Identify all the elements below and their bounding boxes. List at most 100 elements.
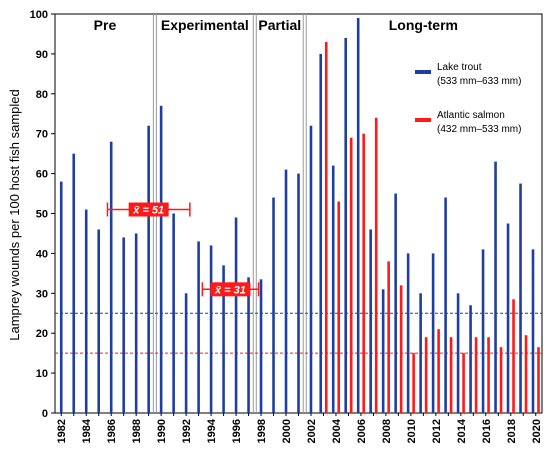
mean-label-box xyxy=(128,202,169,217)
x-tick-label: 2004 xyxy=(331,418,343,443)
bar-lake-trout xyxy=(506,223,510,413)
x-tick-label: 2010 xyxy=(406,419,418,443)
bar-lake-trout xyxy=(122,237,125,413)
y-tick-label: 10 xyxy=(36,368,48,380)
bar-lake-trout xyxy=(369,229,372,413)
bar-lake-trout xyxy=(419,293,422,413)
x-tick-label: 2000 xyxy=(281,419,293,443)
x-tick-label: 2008 xyxy=(381,419,393,443)
bar-atlantic-salmon xyxy=(512,299,515,413)
y-tick-label: 0 xyxy=(42,408,48,420)
y-tick-label: 60 xyxy=(36,169,48,181)
x-tick-label: 2014 xyxy=(456,418,468,443)
mean-label-box xyxy=(210,282,251,297)
bar-lake-trout xyxy=(319,53,323,414)
y-tick-label: 20 xyxy=(36,328,48,340)
bar-atlantic-salmon xyxy=(412,353,415,413)
bar-lake-trout xyxy=(109,141,113,413)
bar-atlantic-salmon xyxy=(349,137,353,413)
bar-lake-trout xyxy=(222,265,225,413)
y-tick-label: 70 xyxy=(36,129,48,141)
mean-label: x̄ = 31 xyxy=(214,284,246,296)
bar-lake-trout xyxy=(184,293,188,413)
bar-atlantic-salmon xyxy=(337,201,341,413)
x-tick-label: 2016 xyxy=(481,419,493,443)
x-tick-label: 2018 xyxy=(506,419,518,443)
bar-lake-trout xyxy=(159,105,163,414)
bar-atlantic-salmon xyxy=(362,133,365,413)
bar-lake-trout xyxy=(234,217,238,413)
bar-atlantic-salmon xyxy=(474,337,478,413)
x-tick-label: 1998 xyxy=(256,419,268,443)
y-tick-label: 50 xyxy=(36,209,48,221)
phase-label: Long-term xyxy=(389,17,458,33)
x-tick-label: 1986 xyxy=(106,419,118,443)
bar-atlantic-salmon xyxy=(424,337,428,413)
y-tick-label: 100 xyxy=(30,9,48,21)
phase-label: Pre xyxy=(94,17,117,33)
bar-lake-trout xyxy=(531,249,535,413)
y-tick-label: 40 xyxy=(36,248,48,260)
bar-lake-trout xyxy=(209,245,213,413)
bar-atlantic-salmon xyxy=(399,285,403,413)
x-tick-label: 1988 xyxy=(131,419,143,443)
legend-series-name: Atlantic salmon xyxy=(437,110,505,121)
x-tick-label: 1994 xyxy=(206,418,218,443)
bar-lake-trout xyxy=(134,233,138,413)
bar-lake-trout xyxy=(456,293,460,413)
y-axis-label: Lamprey wounds per 100 host fish sampled xyxy=(7,89,22,340)
bar-atlantic-salmon xyxy=(437,329,440,413)
mean-label: x̄ = 51 xyxy=(132,205,164,217)
legend-series-detail: (533 mm–633 mm) xyxy=(437,76,521,87)
bar-atlantic-salmon xyxy=(524,335,528,413)
bar-lake-trout xyxy=(272,197,275,413)
phase-label: Experimental xyxy=(161,17,249,33)
bar-atlantic-salmon xyxy=(387,261,390,413)
x-tick-label: 1984 xyxy=(81,418,93,443)
x-tick-label: 2012 xyxy=(431,419,443,443)
y-tick-label: 90 xyxy=(36,49,48,61)
bar-lake-trout xyxy=(444,197,447,413)
bar-lake-trout xyxy=(431,253,435,413)
bar-lake-trout xyxy=(331,165,335,413)
bar-lake-trout xyxy=(469,305,472,413)
plot-area: Pre Experimental Partial Long-term 0 10 20 30 40… xyxy=(30,9,543,443)
bar-atlantic-salmon xyxy=(374,117,378,414)
bar-atlantic-salmon xyxy=(537,347,540,413)
bar-lake-trout xyxy=(284,169,288,413)
bar-lake-trout xyxy=(147,125,150,413)
legend-series-name: Lake trout xyxy=(437,62,482,73)
bar-lake-trout xyxy=(344,37,348,413)
x-tick-label: 1982 xyxy=(56,419,68,443)
bar-atlantic-salmon xyxy=(487,337,490,413)
phase-label: Partial xyxy=(258,17,301,33)
bar-lake-trout xyxy=(406,253,410,413)
bar-atlantic-salmon xyxy=(324,41,328,414)
bar-atlantic-salmon xyxy=(449,337,453,413)
y-tick-label: 30 xyxy=(36,288,48,300)
legend-series-detail: (432 mm–533 mm) xyxy=(437,124,521,135)
x-tick-label: 1996 xyxy=(231,419,243,443)
bar-lake-trout xyxy=(259,279,263,413)
bar-lake-trout xyxy=(481,249,485,413)
bar-atlantic-salmon xyxy=(462,353,465,413)
x-tick-label: 1990 xyxy=(156,419,168,443)
bar-lake-trout xyxy=(247,277,250,413)
bar-lake-trout xyxy=(297,173,300,413)
bar-lake-trout xyxy=(494,161,497,413)
x-tick-label: 1992 xyxy=(181,419,193,443)
x-tick-label: 2006 xyxy=(356,419,368,443)
bar-lake-trout xyxy=(172,213,175,413)
bar-lake-trout xyxy=(72,153,76,413)
bar-lake-trout xyxy=(356,17,360,414)
y-tick-label: 80 xyxy=(36,89,48,101)
bar-lake-trout xyxy=(394,193,397,413)
bar-lake-trout xyxy=(84,209,88,413)
bar-lake-trout xyxy=(309,125,313,413)
bar-lake-trout xyxy=(519,183,522,413)
bar-atlantic-salmon xyxy=(499,347,503,413)
bar-lake-trout xyxy=(381,289,385,413)
bar-lake-trout xyxy=(197,241,200,413)
bar-lake-trout xyxy=(97,229,101,413)
